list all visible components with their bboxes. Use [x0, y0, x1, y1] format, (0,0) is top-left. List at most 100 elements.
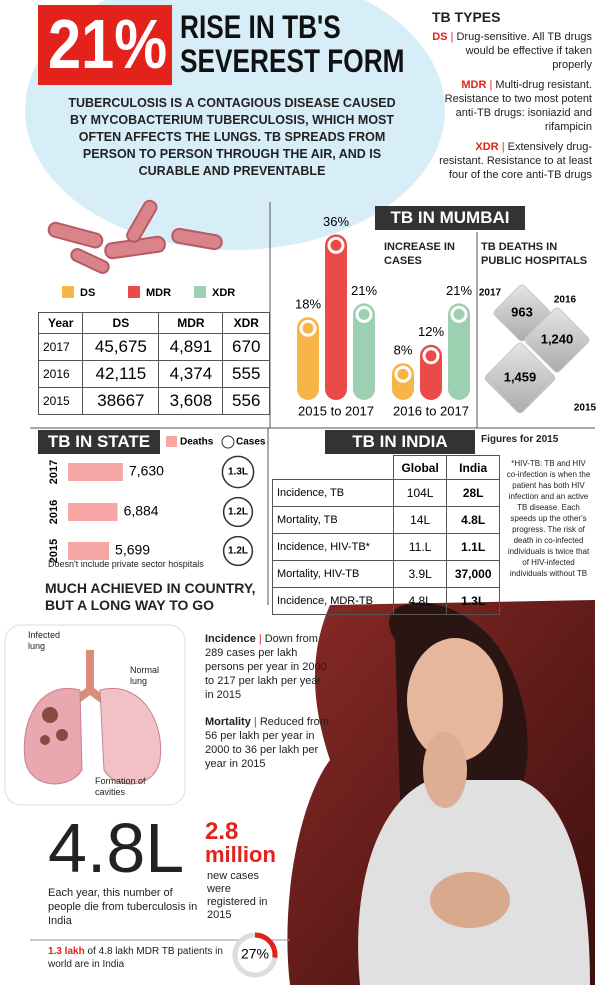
- table-cell: 1.1L: [446, 533, 500, 561]
- bar: [325, 234, 347, 400]
- value-label: 6,884: [124, 503, 159, 519]
- legend-label: Deaths: [180, 437, 214, 448]
- column-header: Year: [37, 312, 84, 334]
- mdr-share-highlight: 1.3 lakh: [48, 946, 85, 957]
- footnote: *HIV-TB: TB and HIV co-infection is when…: [506, 459, 591, 578]
- category-label: 2015: [48, 539, 60, 563]
- tb-type: XDR | Extensively drug-resistant. Resist…: [432, 140, 592, 182]
- mortality: Mortality | Reduced from 56 per lakh per…: [205, 715, 330, 771]
- table-cell: 4.8L: [392, 587, 448, 615]
- case-circle: [221, 455, 255, 489]
- table-cell: 1.3L: [446, 587, 500, 615]
- deaths-figure: 4.8L: [48, 809, 185, 887]
- chart-subtitle: INCREASE IN CASES: [384, 241, 455, 267]
- bar: [297, 317, 319, 400]
- table-cell: 2017: [37, 333, 84, 361]
- bar-cap: [394, 365, 412, 383]
- legend-swatch: [62, 286, 74, 298]
- value-label: 12%: [418, 324, 444, 339]
- lung-label: Normal lung: [130, 665, 160, 686]
- value-label: 963: [511, 304, 533, 319]
- value-label: 21%: [351, 283, 377, 298]
- value-label: 1.3L: [228, 467, 248, 478]
- table-row: 2017 45,675 4,891 670: [37, 333, 270, 361]
- bar-cap: [450, 305, 468, 323]
- table-cell: 2015: [37, 387, 84, 415]
- donut-arc: [232, 932, 278, 978]
- legend-label: MDR: [146, 287, 171, 299]
- table-cell: 670: [222, 333, 270, 361]
- deaths-text: Each year, this number of people die fro…: [48, 887, 198, 927]
- chart-title: TB DEATHS IN PUBLIC HOSPITALS: [481, 241, 588, 267]
- row-label: Incidence, HIV-TB*: [272, 533, 394, 561]
- separator: |: [501, 141, 505, 153]
- header-corner: [272, 455, 394, 480]
- new-cases-text: new cases were registered in 2015: [207, 870, 268, 921]
- row-label: Mortality, TB: [272, 506, 394, 534]
- photo-figure: [358, 602, 590, 985]
- separator: |: [253, 716, 257, 728]
- table-cell: 14L: [392, 506, 448, 534]
- bar: [68, 463, 123, 481]
- diamond: [484, 342, 556, 414]
- tb-type: MDR | Multi-drug resistant. Resistance t…: [432, 78, 592, 134]
- value-label: 36%: [323, 214, 349, 229]
- bar: [353, 303, 375, 400]
- new-cases-unit: million: [205, 842, 276, 867]
- value-label: 1,240: [541, 331, 574, 346]
- tb-types: TB TYPES DS | Drug-sensitive. All TB dru…: [432, 10, 592, 182]
- category-label: 2016 to 2017: [393, 403, 469, 418]
- value-label: 8%: [394, 343, 413, 358]
- table-cell: 2016: [37, 360, 84, 388]
- table-row: 2016 42,115 4,374 555: [37, 360, 270, 388]
- legend-label: XDR: [212, 287, 235, 299]
- table-row: Mortality, HIV-TB 3.9L 37,000: [272, 560, 500, 588]
- category-label: 2016: [554, 295, 577, 306]
- table-row: Incidence, MDR-TB 4.8L 1.3L: [272, 587, 500, 615]
- table-cell: 4.8L: [446, 506, 500, 534]
- category-label: 2017: [479, 288, 502, 299]
- bar-cap: [422, 347, 440, 365]
- value-label: 1.2L: [228, 546, 248, 557]
- diamond: [524, 307, 590, 373]
- tb-type: DS | Drug-sensitive. All TB drugs would …: [432, 30, 592, 72]
- bar-cap: [355, 305, 373, 323]
- table-cell: 38667: [82, 387, 160, 415]
- incidence-text: Down from 289 cases per lakh persons per…: [205, 633, 327, 701]
- table-header: Year DS MDR XDR: [37, 312, 270, 334]
- table-cell: 45,675: [82, 333, 160, 361]
- bar: [448, 303, 470, 400]
- national-table: Year DS MDR XDR 2017 45,675 4,891 670 2016 42,115…: [37, 312, 270, 415]
- legend-swatch: [166, 436, 177, 447]
- separator: |: [450, 31, 454, 43]
- tb-type-text: Extensively drug-resistant. Resistance t…: [439, 141, 592, 181]
- row-label: Incidence, MDR-TB: [272, 587, 394, 615]
- table-row: Incidence, HIV-TB* 11.L 1.1L: [272, 533, 500, 561]
- table-cell: 4,374: [158, 360, 224, 388]
- column-header: DS: [82, 312, 160, 334]
- tb-type-text: Drug-sensitive. All TB drugs would be ef…: [456, 31, 592, 71]
- table-cell: 37,000: [446, 560, 500, 588]
- row-label: Mortality, HIV-TB: [272, 560, 394, 588]
- category-label: 2015 to 2017: [298, 403, 374, 418]
- mdr-share: 1.3 lakh of 4.8 lakh MDR TB patients in …: [48, 945, 228, 971]
- tb-type-code: DS: [432, 31, 448, 43]
- value-label: 1,459: [504, 369, 537, 384]
- table-cell: 555: [222, 360, 270, 388]
- bar: [68, 503, 118, 521]
- table-header: Global India: [272, 455, 500, 480]
- legend-label: Cases: [236, 437, 266, 448]
- table-cell: 11.L: [392, 533, 448, 561]
- table-cell: 3,608: [158, 387, 224, 415]
- row-label: Incidence, TB: [272, 479, 394, 507]
- value-label: 21%: [446, 283, 472, 298]
- column-header: India: [446, 455, 500, 480]
- header-figure-box: [38, 5, 172, 85]
- table-row: Mortality, TB 14L 4.8L: [272, 506, 500, 534]
- bacteria: [47, 199, 223, 274]
- column-header: XDR: [222, 312, 270, 334]
- category-label: 2016: [48, 500, 60, 524]
- incidence-label: Incidence: [205, 633, 256, 645]
- lung-label: Formation of cavities: [95, 776, 146, 797]
